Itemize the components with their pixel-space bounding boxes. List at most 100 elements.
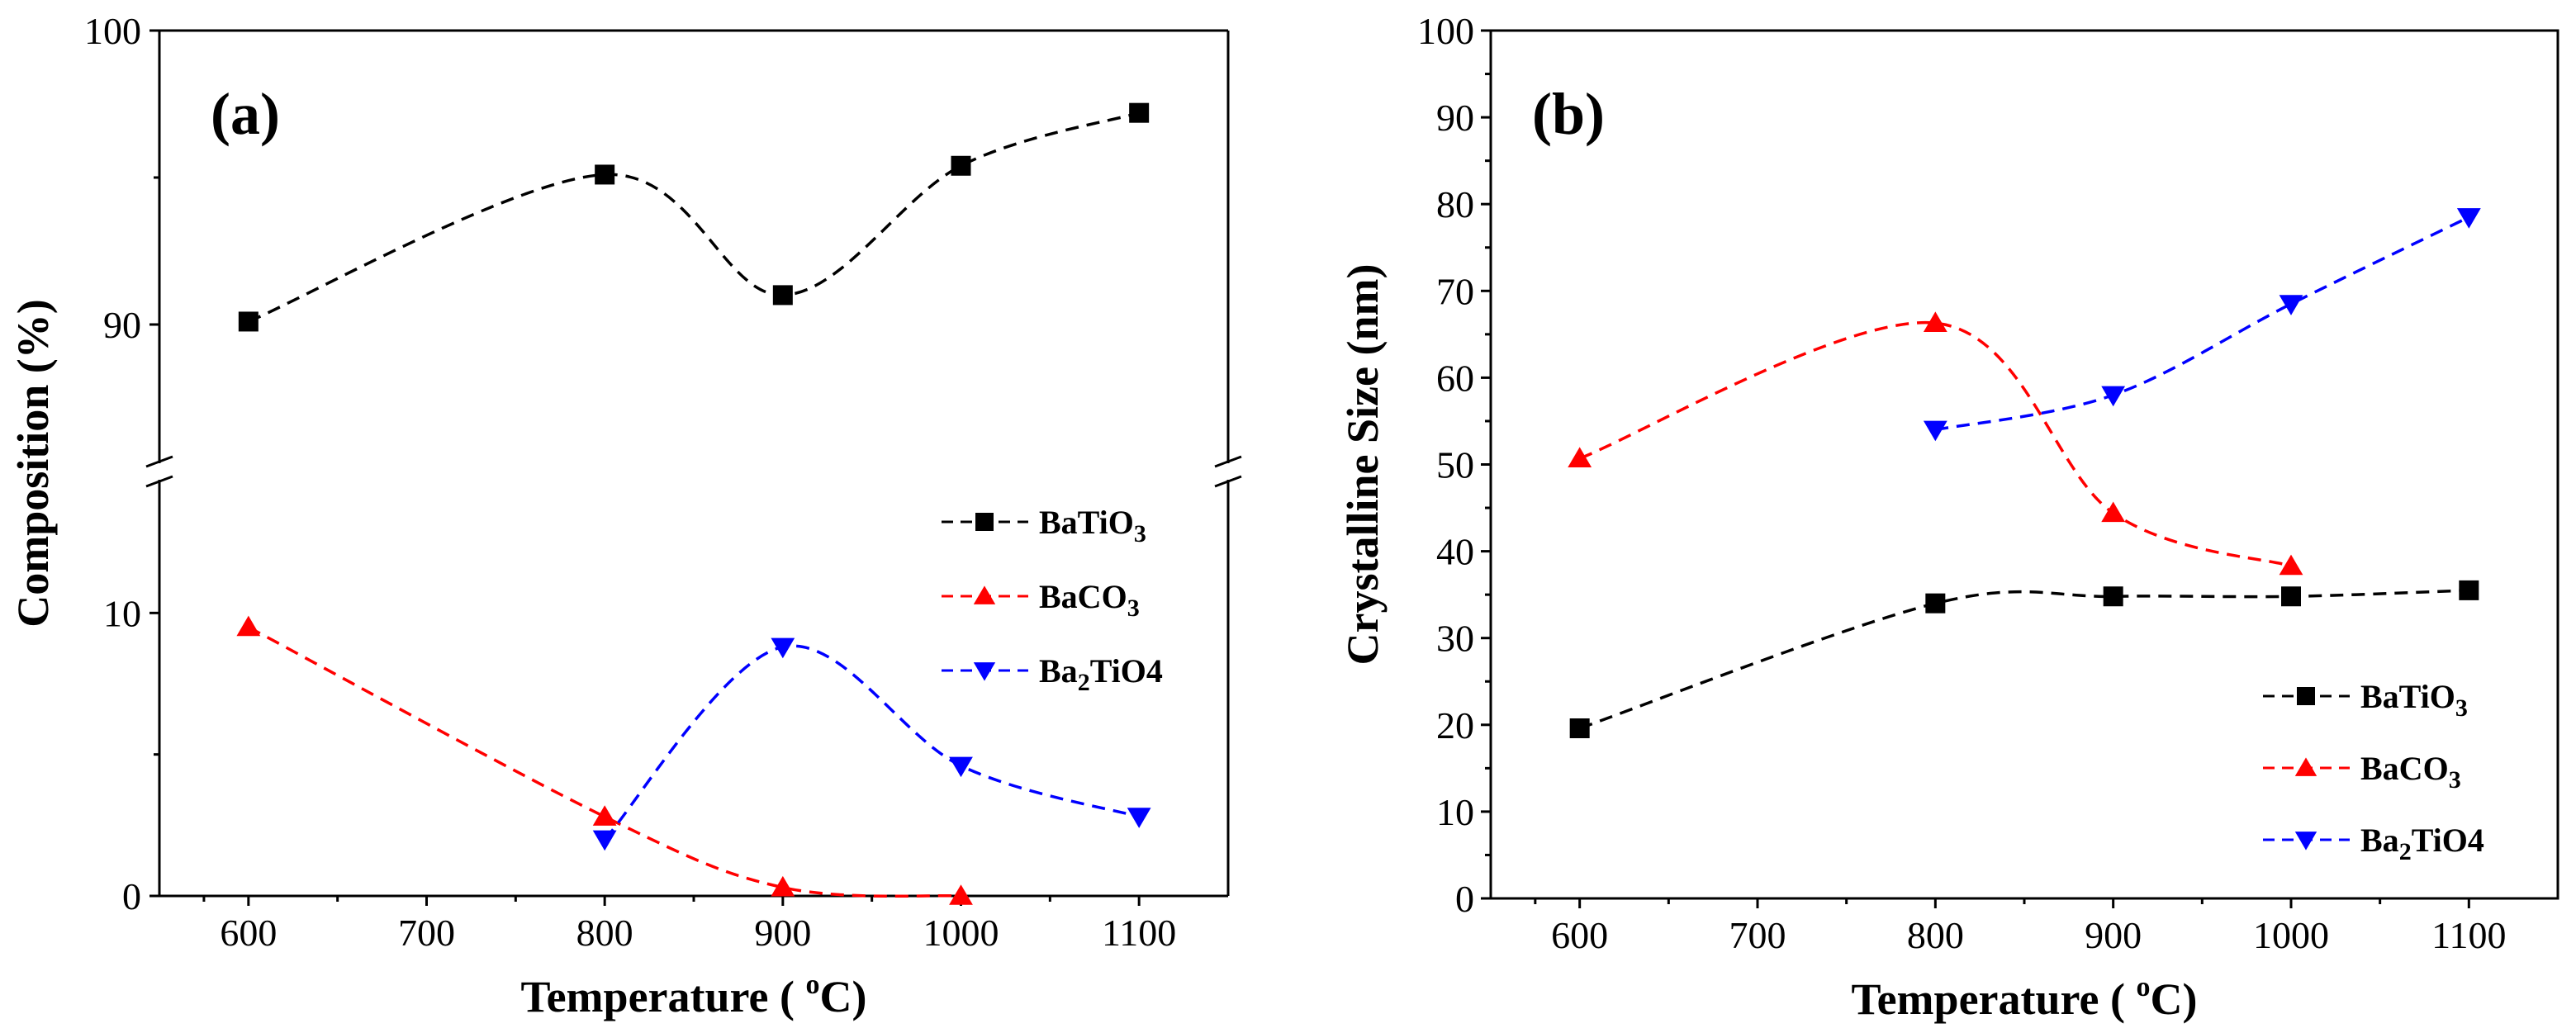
x-axis-title-degree: o — [805, 969, 819, 1000]
x-tick-label: 1000 — [2253, 914, 2329, 956]
legend-label-subscript: 3 — [1127, 595, 1140, 622]
data-point — [2459, 580, 2479, 600]
y-tick-label: 10 — [103, 592, 141, 634]
data-point — [1127, 808, 1151, 828]
y-tick-label: 40 — [1436, 531, 1474, 573]
legend-item-baco3: BaCO3 — [942, 578, 1140, 622]
legend-label: BaCO3 — [2360, 750, 2461, 794]
x-tick-label: 1100 — [1102, 912, 1176, 954]
x-axis-title-unit: C) — [2150, 974, 2197, 1024]
series-line — [247, 625, 961, 898]
data-point — [771, 637, 795, 659]
legend-label-main: BaCO — [1039, 578, 1127, 615]
data-point — [1923, 311, 1947, 332]
legend-label: Ba2TiO4 — [1039, 652, 1163, 696]
x-tick-label: 1000 — [923, 912, 999, 954]
x-tick-label: 600 — [1551, 914, 1608, 956]
x-axis-title-unit: C) — [819, 972, 866, 1021]
legend-marker — [2297, 687, 2315, 705]
series-line — [1579, 589, 2469, 730]
x-axis-title: Temperature ( oC) — [521, 969, 867, 1021]
y-tick-label: 90 — [103, 304, 141, 346]
data-point — [236, 615, 261, 637]
axis-break-mark — [1214, 455, 1242, 468]
data-point — [1923, 420, 1947, 442]
data-point — [2101, 386, 2126, 407]
data-point — [1925, 593, 1946, 614]
legend-label-subscript: 2 — [1078, 669, 1090, 696]
y-tick-label: 0 — [1455, 878, 1474, 920]
y-tick-label: 50 — [1436, 444, 1474, 486]
series-line — [603, 644, 1140, 841]
data-point — [2456, 208, 2481, 229]
y-axis-title: Crystalline Size (nm) — [1338, 264, 1388, 666]
data-point — [592, 830, 617, 851]
series-ba2tio4 — [592, 637, 1151, 851]
legend-marker — [973, 662, 996, 681]
y-tick-label: 30 — [1436, 618, 1474, 660]
series-line — [1579, 320, 2292, 568]
data-point — [2103, 586, 2123, 607]
x-tick-label: 700 — [398, 912, 455, 954]
y-tick-label: 70 — [1436, 270, 1474, 312]
y-tick-label: 20 — [1436, 704, 1474, 746]
data-point — [2279, 295, 2303, 315]
legend-label: BaCO3 — [1039, 578, 1140, 622]
legend-item-baco3: BaCO3 — [2263, 750, 2461, 794]
legend-label: BaTiO3 — [2360, 678, 2468, 722]
data-point — [595, 164, 615, 185]
y-tick-label: 90 — [1436, 97, 1474, 139]
legend-label-main: Ba — [2360, 822, 2399, 859]
legend-label: Ba2TiO4 — [2360, 822, 2484, 865]
legend-label-rest: TiO4 — [2412, 822, 2484, 859]
legend-marker — [975, 513, 994, 531]
series-baco3 — [236, 615, 973, 905]
y-tick-label: 100 — [1417, 10, 1474, 52]
series-batio3 — [1569, 580, 2479, 739]
data-point — [951, 155, 971, 176]
chart-panel-a: 0 10 90 100 600 700 800 900 1000 1100 Composition … — [8, 10, 1242, 1021]
panel-label: (a) — [211, 81, 280, 147]
x-tick-label: 800 — [576, 912, 633, 954]
data-point — [238, 311, 259, 332]
legend-item-ba2tio4: Ba2TiO4 — [2263, 822, 2484, 865]
x-axis-title-text: Temperature ( — [1852, 974, 2137, 1024]
data-point — [1129, 102, 1150, 123]
y-tick-label: 80 — [1436, 183, 1474, 225]
axis-break-mark — [1214, 475, 1242, 488]
legend-label-rest: TiO4 — [1090, 652, 1163, 689]
y-tick-label: 0 — [122, 875, 141, 917]
chart-panel-b: 0 10 20 30 40 50 60 70 80 90 100 600 700 800 900 1000 11… — [1338, 10, 2559, 1024]
series-line — [248, 111, 1140, 324]
x-axis-title: Temperature ( oC) — [1852, 972, 2198, 1024]
legend-marker — [973, 585, 996, 604]
data-point — [1568, 447, 1592, 467]
y-tick-label: 60 — [1436, 357, 1474, 399]
legend-label-main: Ba — [1039, 652, 1078, 689]
legend-label-main: BaTiO — [1039, 504, 1134, 541]
x-tick-label: 600 — [220, 912, 277, 954]
legend-label-main: BaCO — [2360, 750, 2449, 787]
legend-item-batio3: BaTiO3 — [942, 504, 1146, 547]
data-point — [2101, 501, 2126, 523]
legend-label-subscript: 3 — [1134, 520, 1146, 547]
legend-item-batio3: BaTiO3 — [2263, 678, 2468, 722]
legend-label-main: BaTiO — [2360, 678, 2455, 715]
legend-item-ba2tio4: Ba2TiO4 — [942, 652, 1163, 696]
legend-label: BaTiO3 — [1039, 504, 1146, 547]
axis-break-mark — [145, 455, 173, 468]
legend-label-subscript: 3 — [2455, 694, 2468, 722]
legend-marker — [2294, 757, 2317, 776]
x-tick-label: 900 — [2085, 914, 2142, 956]
series-baco3 — [1568, 311, 2303, 576]
y-tick-label: 10 — [1436, 791, 1474, 833]
data-point — [1569, 718, 1590, 739]
panel-label: (b) — [1532, 81, 1605, 147]
y-tick-label: 100 — [84, 10, 141, 52]
axis-break-mark — [145, 475, 173, 488]
legend-label-subscript: 3 — [2449, 766, 2461, 794]
data-point — [771, 875, 795, 897]
